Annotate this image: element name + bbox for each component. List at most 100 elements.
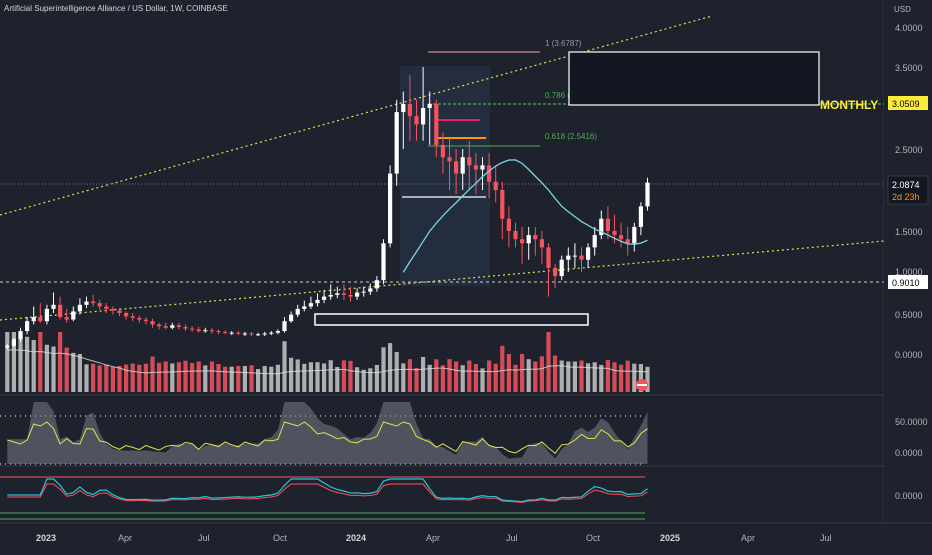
volume-bar: [625, 360, 630, 392]
volume-bar: [209, 361, 214, 392]
candle-body: [427, 103, 432, 108]
volume-bar: [249, 365, 254, 392]
volume-bar: [229, 366, 234, 392]
volume-bars: [5, 332, 650, 392]
volume-bar: [579, 360, 584, 392]
volume-bar: [645, 366, 650, 392]
macd-line: [7, 478, 648, 503]
volume-bar: [308, 362, 313, 392]
candle-body: [51, 304, 56, 309]
volume-bar: [176, 362, 181, 392]
moving-average-line: [402, 159, 648, 273]
volume-bar: [539, 356, 544, 392]
candle-body: [454, 161, 459, 174]
candle-body: [295, 308, 300, 315]
volume-bar: [454, 361, 459, 392]
volume-bar: [460, 365, 465, 392]
volume-bar: [157, 362, 162, 392]
volume-bar: [586, 363, 591, 392]
macd-signal-line: [7, 483, 648, 503]
candle-body: [124, 313, 129, 317]
candle-body: [229, 332, 234, 334]
candle-body: [269, 332, 274, 334]
candle-body: [566, 255, 571, 260]
candle-body: [533, 235, 538, 240]
candle-body: [262, 333, 267, 335]
candle-body: [84, 301, 89, 305]
volume-bar: [262, 366, 267, 392]
candle-body: [487, 165, 492, 182]
volume-bar: [124, 364, 129, 392]
volume-bar: [143, 363, 148, 392]
candle-body: [130, 316, 135, 318]
time-label-2023: 2023: [36, 533, 56, 543]
price-tick-4: 4.0000: [895, 23, 923, 33]
volume-bar: [84, 364, 89, 392]
volume-bar: [506, 354, 511, 392]
candle-body: [493, 181, 498, 190]
candle-body: [117, 310, 122, 313]
candle-body: [157, 324, 162, 327]
panel2-tick-0: 0.0000: [895, 491, 923, 501]
volume-bar: [473, 364, 478, 392]
candle-body: [163, 326, 168, 328]
volume-bar: [394, 351, 399, 392]
volume-bar: [335, 366, 340, 392]
candle-body: [302, 306, 307, 309]
candle-body: [480, 165, 485, 170]
price-tick-1-5: 1.5000: [895, 227, 923, 237]
price-axis-panel[interactable]: [884, 0, 932, 523]
volume-bar: [97, 365, 102, 392]
volume-bar: [64, 347, 69, 392]
candle-body: [176, 325, 181, 327]
volume-bar: [289, 357, 294, 392]
candle-body: [619, 235, 624, 240]
volume-bar: [572, 361, 577, 392]
candle-body: [625, 239, 630, 244]
candle-body: [183, 326, 188, 329]
candle-body: [579, 255, 584, 260]
price-candles[interactable]: [5, 67, 650, 350]
volume-bar: [302, 363, 307, 392]
candle-body: [632, 226, 637, 244]
support-zone-box[interactable]: [314, 313, 589, 326]
volume-bar: [150, 356, 155, 392]
volume-bar: [612, 362, 617, 392]
candle-body: [150, 321, 155, 325]
upper-trendline[interactable]: [0, 15, 713, 216]
time-axis-labels[interactable]: 2023 Apr Jul Oct 2024 Apr Jul Oct 2025 A…: [36, 533, 832, 543]
volume-bar: [553, 355, 558, 392]
candle-body: [348, 294, 353, 297]
candle-body: [526, 235, 531, 244]
time-label-jul-2023: Jul: [198, 533, 210, 543]
candle-body: [592, 235, 597, 248]
candle-body: [440, 144, 445, 158]
volume-ma-line: [7, 349, 648, 375]
volume-bar: [599, 364, 604, 392]
candle-body: [513, 231, 518, 240]
target-zone-box[interactable]: [568, 51, 820, 106]
candle-body: [638, 206, 643, 227]
price-tick-monthly: 3.0509: [892, 99, 920, 109]
panel1-tick-0: 0.0000: [895, 448, 923, 458]
candle-body: [539, 239, 544, 248]
candle-body: [341, 293, 346, 295]
candle-body: [249, 333, 254, 335]
time-label-2024: 2024: [346, 533, 366, 543]
volume-bar: [526, 359, 531, 392]
volume-bar: [355, 367, 360, 392]
volume-bar: [546, 332, 551, 392]
candle-body: [104, 306, 109, 309]
volume-bar: [605, 360, 610, 392]
candle-body: [71, 311, 76, 320]
currency-label: USD: [894, 5, 911, 14]
candle-body: [467, 157, 472, 166]
volume-bar: [632, 363, 637, 392]
price-axis-labels: 4.0000 3.5000 3.0509 2.5000 2.0874 2d 23…: [887, 23, 929, 501]
volume-bar: [44, 344, 49, 392]
volume-bar: [447, 359, 452, 392]
candle-body: [38, 317, 43, 322]
volume-bar: [341, 360, 346, 392]
